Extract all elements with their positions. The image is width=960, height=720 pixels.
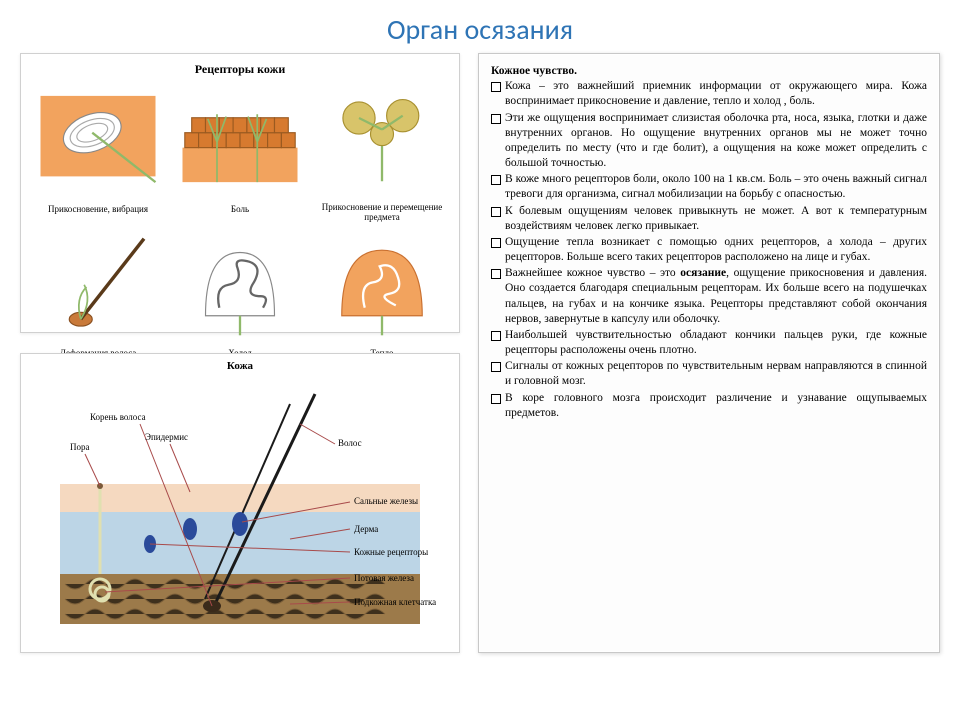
receptor-label: Боль (231, 203, 249, 223)
skin-panel: Кожа (20, 353, 460, 653)
bullet-item: Эти же ощущения воспринимает слизистая о… (491, 111, 927, 172)
skin-label-sweat: Потовая железа (354, 573, 414, 583)
receptors-panel: Рецепторы кожи Прикосновение, вибрация (20, 53, 460, 333)
receptor-label: Прикосновение и перемещение предмета (313, 201, 451, 223)
skin-label-sebaceous: Сальные железы (354, 496, 418, 506)
bullet-item: К болевым ощущениям человек привыкнуть н… (491, 204, 927, 234)
bullet-item: Наибольшей чувствительностью обладают ко… (491, 328, 927, 358)
bullet-item: Сигналы от кожных рецепторов по чувствит… (491, 359, 927, 389)
skin-diagram: Пора Эпидермис Корень волоса Волос Сальн… (27, 374, 453, 644)
receptor-label: Прикосновение, вибрация (48, 203, 148, 223)
bullet-item: В коре головного мозга происходит различ… (491, 391, 927, 421)
skin-label-epidermis: Эпидермис (145, 432, 188, 442)
receptor-cell-pain: Боль (171, 81, 309, 223)
receptor-cell-touch-move: Прикосновение и перемещение предмета (313, 81, 451, 223)
bullet-item: Кожа – это важнейший приемник информации… (491, 79, 927, 109)
skin-label-subcut: Подкожная клетчатка (354, 597, 436, 607)
receptor-cell-hair-deform: Деформация волоса (29, 227, 167, 367)
page-title: Орган осязания (0, 0, 960, 53)
text-box: Кожное чувство. Кожа – это важнейший при… (478, 53, 940, 653)
skin-label-hair-root: Корень волоса (90, 412, 146, 422)
text-header: Кожное чувство. (491, 64, 927, 79)
skin-label-receptors: Кожные рецепторы (354, 547, 428, 557)
left-column: Рецепторы кожи Прикосновение, вибрация (20, 53, 460, 653)
bullet-list: Кожа – это важнейший приемник информации… (491, 79, 927, 421)
skin-heading: Кожа (27, 360, 453, 372)
receptors-grid: Прикосновение, вибрация (29, 81, 451, 325)
receptors-heading: Рецепторы кожи (29, 62, 451, 77)
bullet-item: Важнейшее кожное чувство – это осязание,… (491, 266, 927, 327)
receptor-cell-touch-vibration: Прикосновение, вибрация (29, 81, 167, 223)
skin-label-dermis: Дерма (354, 524, 378, 534)
bullet-item: Ощущение тепла возникает с помощью одних… (491, 235, 927, 265)
receptor-cell-heat: Тепло (313, 227, 451, 367)
skin-label-pore: Пора (70, 442, 90, 452)
content-row: Рецепторы кожи Прикосновение, вибрация (0, 53, 960, 653)
bullet-item: В коже много рецепторов боли, около 100 … (491, 172, 927, 202)
skin-label-hair: Волос (338, 438, 362, 448)
receptor-cell-cold: Холод (171, 227, 309, 367)
